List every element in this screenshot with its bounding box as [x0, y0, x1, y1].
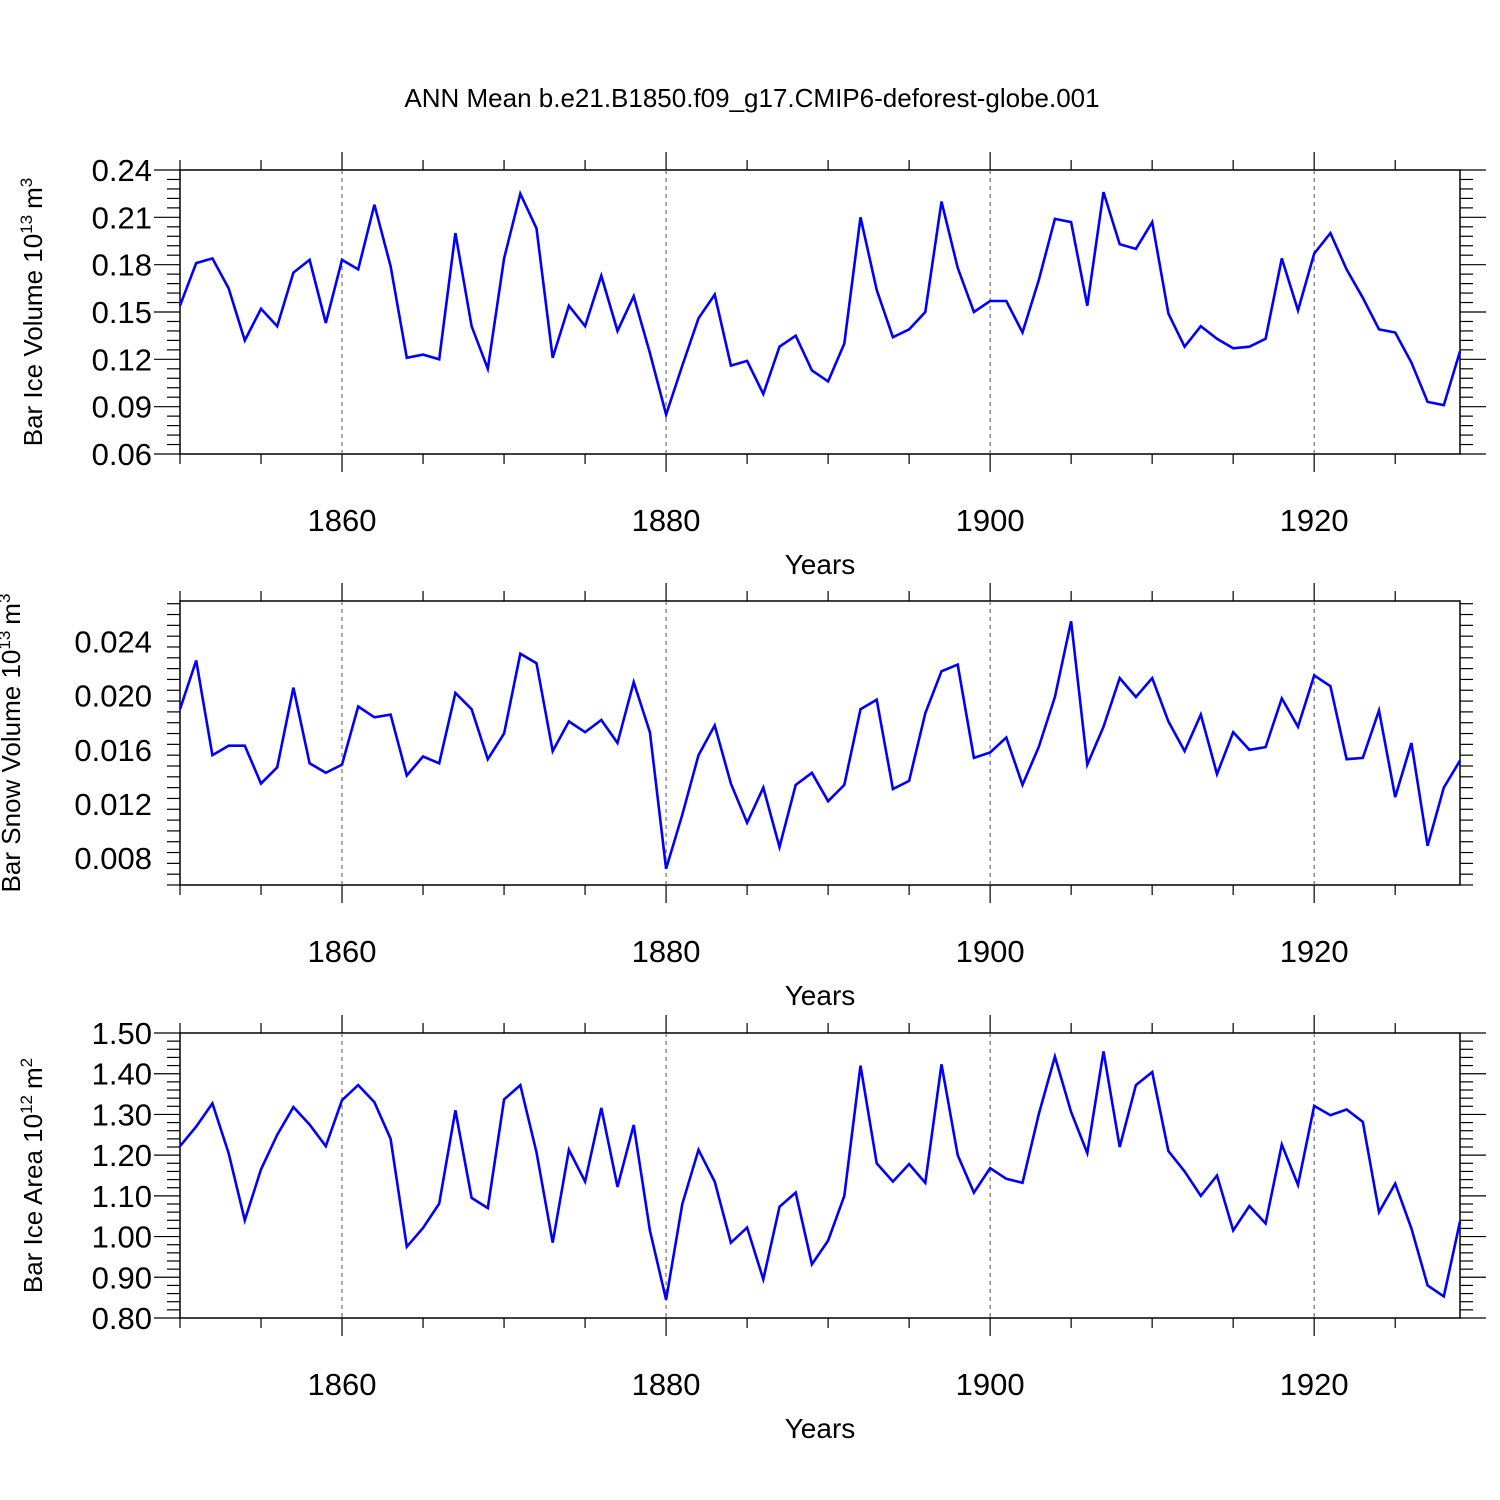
y-axis-label-exponent: 12 — [17, 1095, 36, 1114]
y-tick-label: 0.09 — [92, 390, 152, 425]
y-tick-label: 0.90 — [92, 1260, 152, 1295]
y-axis-label-unit-exponent: 3 — [0, 594, 14, 603]
panel-1: 0.06 0.09 0.12 0.15 0.18 0.21 0.24 1860 1880 1900… — [17, 152, 1486, 580]
y-axis-label-exponent: 13 — [0, 631, 14, 650]
panel-2: 0.008 0.012 0.016 0.020 0.024 1860 1880 1900 192… — [0, 583, 1473, 1011]
y-axis-label-exponent: 13 — [17, 215, 36, 234]
figure-title: ANN Mean b.e21.B1850.f09_g17.CMIP6-defor… — [404, 83, 1099, 113]
y-tick-label: 0.008 — [74, 841, 152, 876]
y-tick-label: 0.18 — [92, 248, 152, 283]
y-tick-label: 0.12 — [92, 342, 152, 377]
y-axis-label-unit: m — [18, 1067, 48, 1089]
x-tick-label: 1900 — [956, 1367, 1025, 1402]
x-tick-label: 1920 — [1280, 1367, 1349, 1402]
y-axis-label-unit: m — [0, 603, 26, 625]
plot-frame — [179, 600, 1461, 886]
y-tick-label: 0.24 — [92, 153, 152, 188]
y-tick-label: 0.020 — [74, 679, 152, 714]
x-tick-label: 1900 — [956, 503, 1025, 538]
y-tick-label: 0.024 — [74, 625, 152, 660]
y-tick-label: 0.016 — [74, 733, 152, 768]
x-tick-label: 1880 — [632, 934, 701, 969]
y-axis-label-unit-exponent: 3 — [17, 178, 36, 187]
y-axis-label-unit: m — [18, 187, 48, 209]
y-tick-label: 0.80 — [92, 1301, 152, 1336]
y-axis-label: Bar Ice Volume 1013 m3 — [17, 178, 48, 447]
x-tick-label: 1860 — [308, 1367, 377, 1402]
y-axis-label-text: Bar Snow Volume 10 — [0, 650, 26, 893]
x-axis-label: Years — [785, 980, 856, 1011]
y-tick-label: 1.30 — [92, 1097, 152, 1132]
x-axis-label: Years — [785, 549, 856, 580]
y-tick-label: 0.21 — [92, 200, 152, 235]
series-line — [178, 189, 1462, 420]
x-tick-label: 1920 — [1280, 934, 1349, 969]
x-axis-label: Years — [785, 1413, 856, 1444]
y-tick-label: 1.10 — [92, 1179, 152, 1214]
y-axis-label: Bar Snow Volume 1013 m3 — [0, 594, 26, 893]
series-line — [178, 1051, 1462, 1300]
y-tick-label: 1.50 — [92, 1016, 152, 1051]
y-tick-label: 1.00 — [92, 1220, 152, 1255]
y-axis-label-unit-exponent: 2 — [17, 1058, 36, 1067]
panels: 0.06 0.09 0.12 0.15 0.18 0.21 0.24 1860 1880 1900… — [0, 152, 1486, 1444]
plot-frame — [179, 1032, 1461, 1319]
y-axis-label: Bar Ice Area 1012 m2 — [17, 1058, 48, 1293]
y-axis-label-text: Bar Ice Volume 10 — [18, 234, 48, 446]
x-tick-label: 1860 — [308, 934, 377, 969]
y-tick-label: 1.40 — [92, 1057, 152, 1092]
x-tick-label: 1880 — [632, 503, 701, 538]
panel-3: 0.80 0.90 1.00 1.10 1.20 1.30 1.40 1.50 1860 1880… — [17, 1015, 1486, 1444]
x-tick-label: 1920 — [1280, 503, 1349, 538]
y-tick-label: 1.20 — [92, 1138, 152, 1173]
y-axis-label-text: Bar Ice Area 10 — [18, 1114, 48, 1293]
y-tick-label: 0.15 — [92, 295, 152, 330]
x-tick-label: 1860 — [308, 503, 377, 538]
y-tick-label: 0.012 — [74, 787, 152, 822]
series-line — [178, 621, 1462, 870]
y-tick-label: 0.06 — [92, 437, 152, 472]
x-tick-label: 1880 — [632, 1367, 701, 1402]
x-tick-label: 1900 — [956, 934, 1025, 969]
